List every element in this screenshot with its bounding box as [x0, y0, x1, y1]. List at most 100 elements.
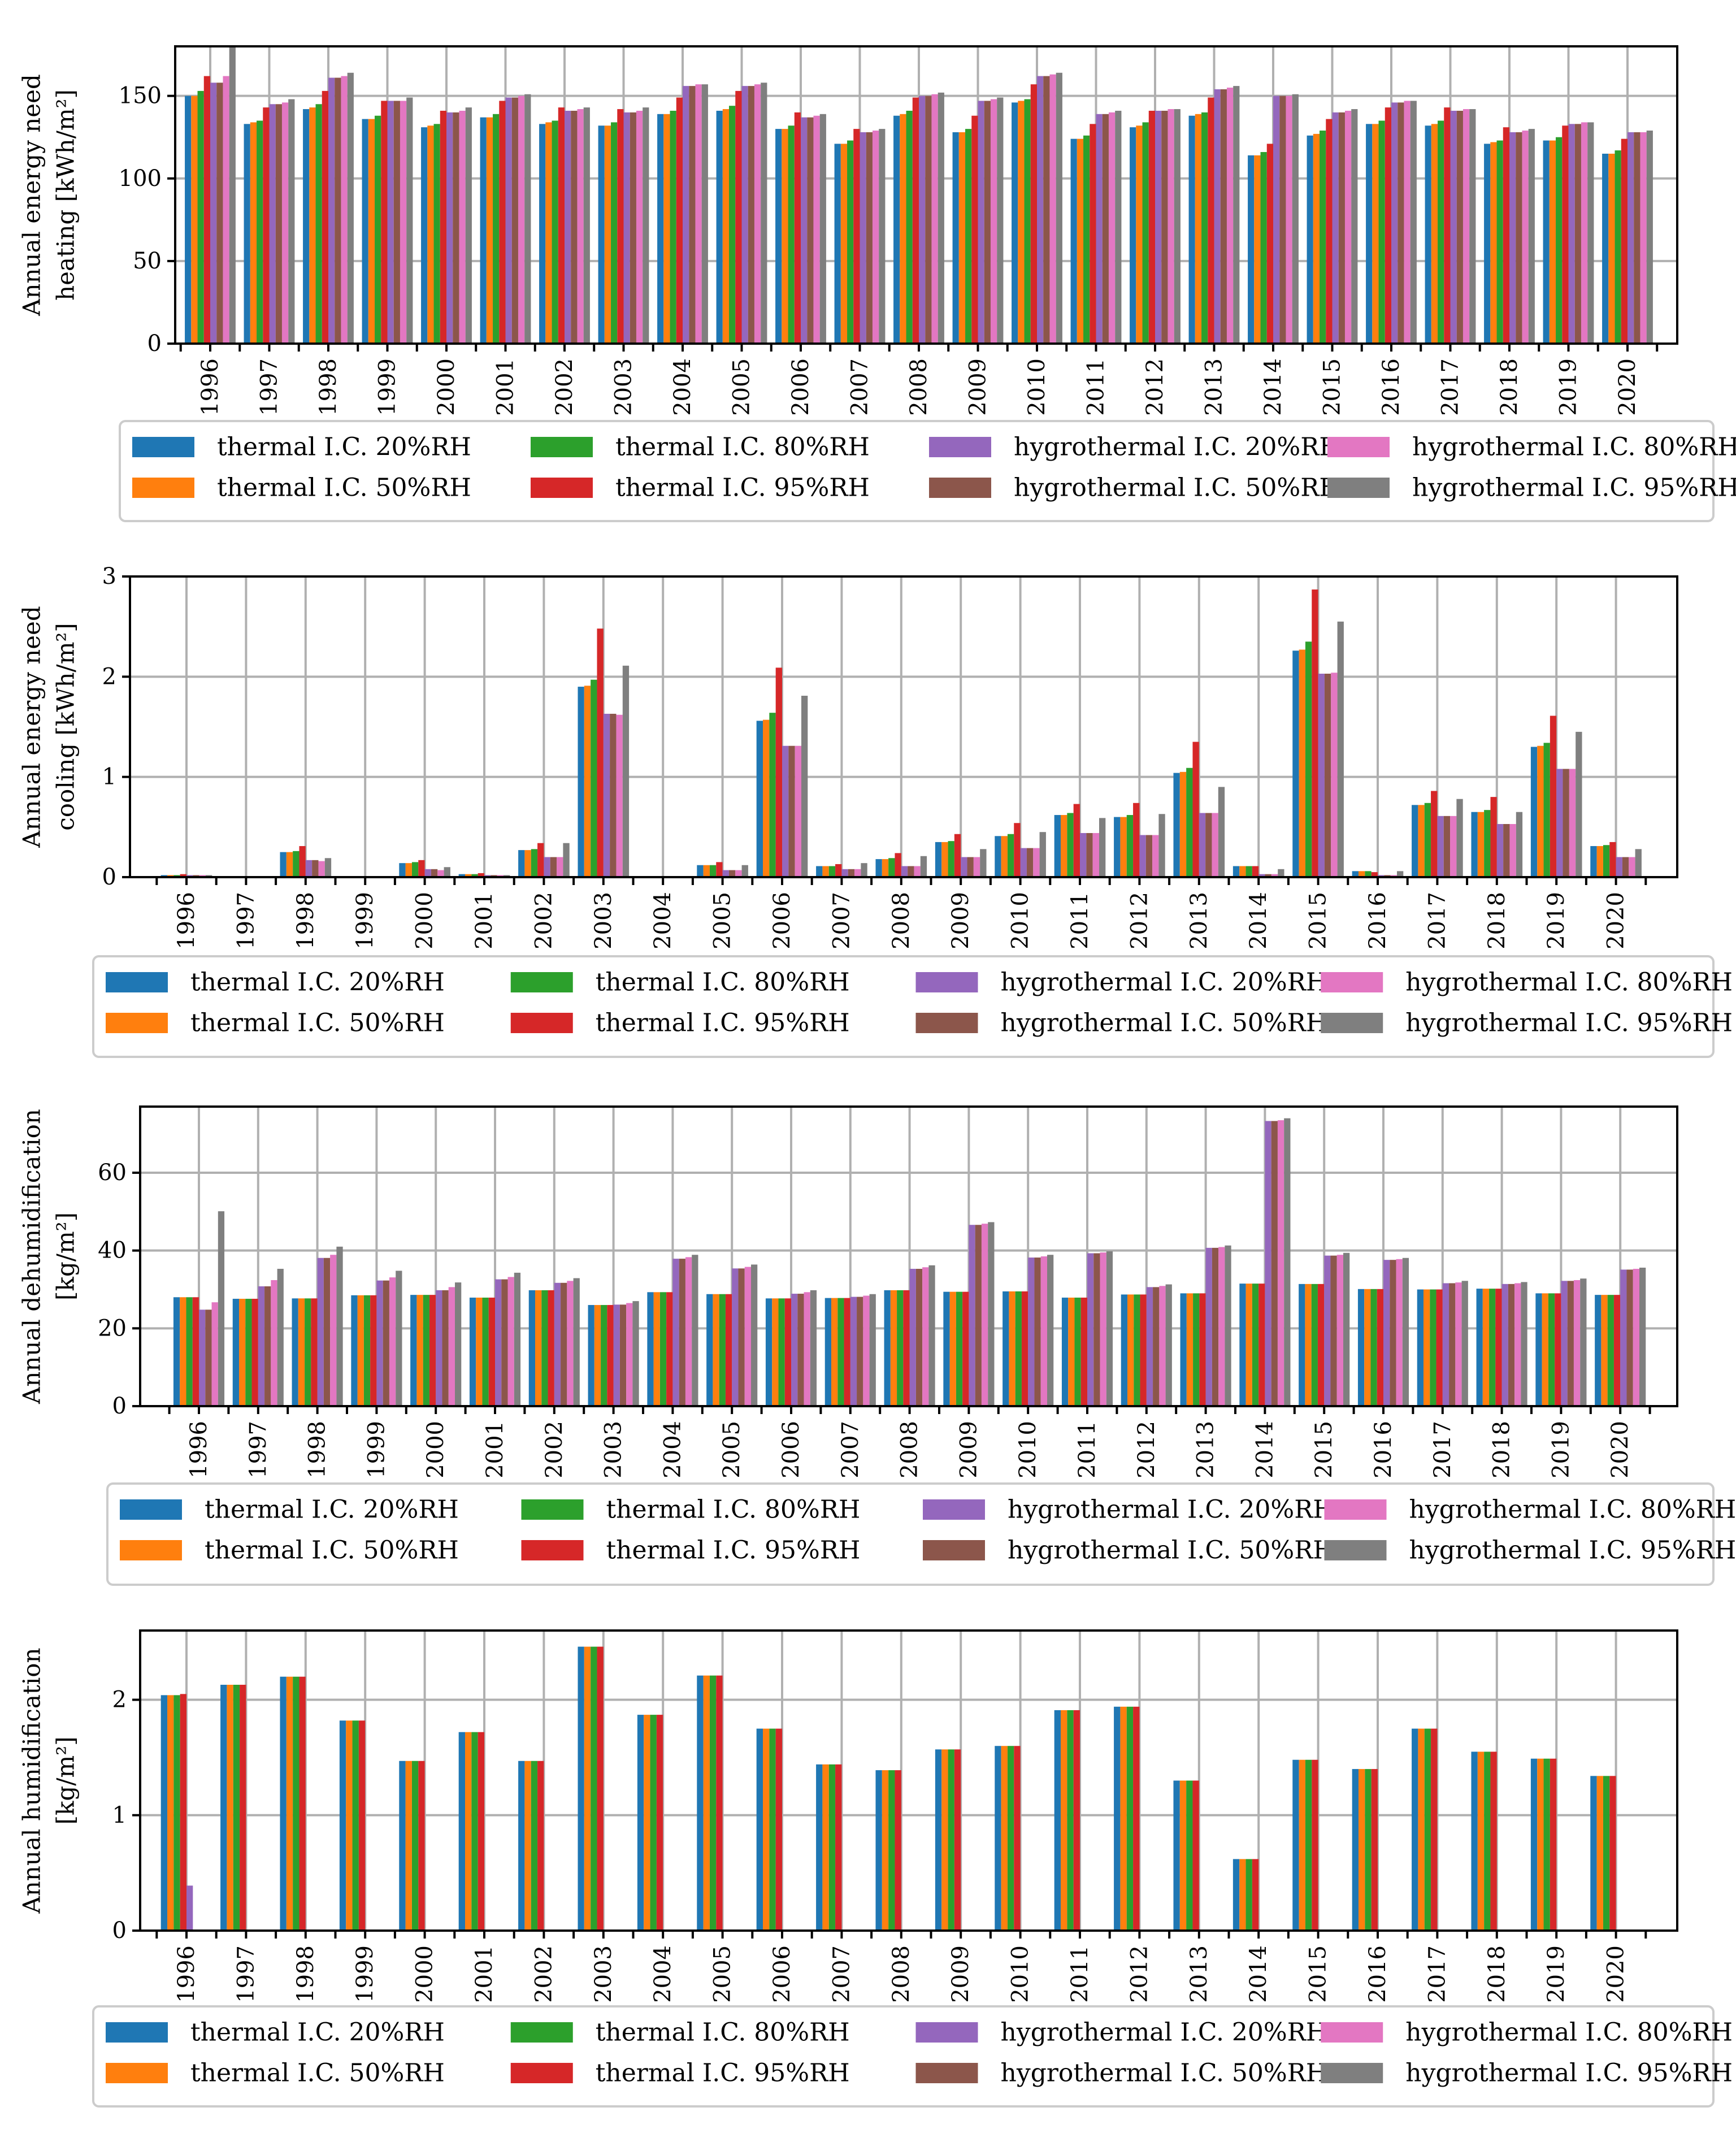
legend-frame [119, 420, 1715, 522]
series-5 [199, 1121, 1627, 1406]
legend-label: thermal I.C. 50%RH [205, 1536, 459, 1565]
bar [925, 96, 932, 344]
bar [1145, 835, 1153, 877]
x-tick-label: 2004 [659, 1421, 685, 1478]
bar [765, 1298, 772, 1406]
bar [1028, 1258, 1035, 1406]
x-tick-label: 2005 [710, 1945, 736, 2003]
bar [607, 1305, 614, 1406]
bar [1633, 1269, 1639, 1406]
bar [659, 1292, 667, 1406]
bar [882, 859, 889, 877]
bar [941, 1749, 948, 1931]
bar [888, 1770, 895, 1931]
x-tick-label: 2002 [531, 1945, 557, 2003]
bar [1100, 1252, 1106, 1406]
bar [813, 115, 820, 344]
series-3 [197, 90, 1621, 344]
x-tick-label: 2016 [1378, 358, 1404, 416]
bar [1311, 1284, 1318, 1406]
bar [416, 1295, 423, 1406]
bar [339, 1720, 346, 1931]
x-tick-label: 2008 [888, 892, 914, 949]
bar [769, 1728, 776, 1931]
x-tick-label: 2020 [1603, 892, 1629, 949]
bar [735, 870, 742, 877]
bar [1299, 649, 1305, 877]
bar [1371, 1769, 1378, 1931]
legend-swatch [1321, 1013, 1383, 1033]
bar [318, 861, 325, 877]
x-tick-label: 2015 [1311, 1421, 1337, 1478]
bar [1438, 120, 1444, 344]
bar [1001, 836, 1008, 877]
bar [511, 97, 518, 344]
bar [697, 865, 704, 877]
bar [670, 110, 676, 344]
bar [1186, 1780, 1193, 1931]
x-tick-label: 2010 [1015, 1421, 1041, 1478]
bar [299, 846, 306, 877]
bar [616, 714, 623, 877]
bar [299, 1676, 306, 1931]
legend-frame [106, 1482, 1715, 1586]
bar [1556, 137, 1563, 344]
legend-swatch [510, 2063, 573, 2083]
bar [685, 1257, 692, 1406]
bar [844, 1298, 850, 1406]
bar [328, 77, 335, 344]
chart-3: 0 20 40 60 1996 1997 1998 1999 2000 2001 2002 2003 2… [18, 1105, 1736, 1586]
bar [1331, 673, 1338, 877]
legend-swatch [120, 1499, 182, 1520]
y-axis-title: [kg/m²] [52, 1212, 80, 1300]
x-tick-label: 1997 [233, 892, 259, 949]
bar [1616, 857, 1622, 877]
bar [1126, 815, 1134, 877]
bar [973, 857, 980, 877]
bar [465, 874, 472, 877]
bar [1305, 641, 1312, 877]
bar [186, 1297, 193, 1406]
bar [210, 83, 217, 344]
bar [935, 842, 942, 877]
bar [1425, 125, 1431, 344]
x-tick-label: 2018 [1484, 892, 1510, 949]
series-7 [211, 1120, 1639, 1406]
bar [1620, 1269, 1627, 1406]
bar [848, 869, 855, 877]
bar [1509, 824, 1516, 877]
legend-label: hygrothermal I.C. 50%RH [1014, 474, 1341, 502]
bar [948, 1749, 954, 1931]
bar [1254, 155, 1261, 344]
bar [920, 856, 927, 877]
bar [488, 1297, 495, 1406]
bar [956, 1291, 963, 1406]
bar [493, 114, 500, 344]
legend-swatch [923, 1499, 985, 1520]
bar [884, 1290, 891, 1406]
bar [1359, 1769, 1365, 1931]
bar [1099, 818, 1106, 877]
legend-label: hygrothermal I.C. 50%RH [1001, 1009, 1328, 1038]
bar [1484, 144, 1491, 344]
x-tick-label: 2014 [1245, 892, 1271, 949]
bar [1192, 742, 1199, 877]
bar [1278, 869, 1284, 877]
bar [357, 1295, 364, 1406]
bar [1161, 110, 1168, 344]
bar [446, 112, 453, 344]
bar [919, 96, 926, 344]
bar [1343, 1252, 1350, 1406]
bar [610, 713, 617, 877]
bar [971, 115, 978, 344]
bar [857, 1297, 863, 1406]
bar [1061, 815, 1067, 877]
legend-label: thermal I.C. 95%RH [615, 474, 870, 502]
bar [1543, 140, 1550, 344]
legend-swatch [132, 478, 194, 498]
x-tick-label: 2020 [1615, 358, 1640, 416]
bar [518, 850, 525, 877]
bar [1318, 674, 1325, 877]
bar [554, 1282, 561, 1406]
x-tick-label: 2003 [601, 1421, 627, 1478]
